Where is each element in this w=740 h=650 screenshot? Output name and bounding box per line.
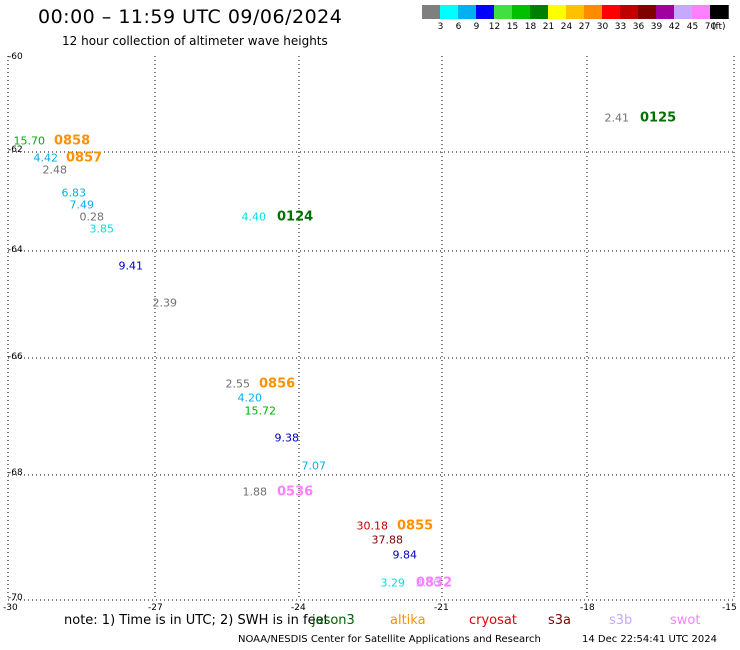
lat-tick-label: -62 bbox=[8, 145, 23, 155]
legend-label: 12 bbox=[488, 22, 501, 32]
wave-height-value: 4.20 bbox=[237, 391, 263, 405]
legend-label: 27 bbox=[578, 22, 591, 32]
pass-time-label: 0858 bbox=[54, 133, 91, 149]
legend-label: 6 bbox=[455, 22, 462, 32]
wave-height-value: 37.88 bbox=[371, 533, 404, 547]
lon-tick-label: -21 bbox=[434, 603, 449, 613]
lat-tick-label: -70 bbox=[8, 593, 23, 603]
satellite-legend-s3b: s3b bbox=[609, 613, 633, 628]
wave-height-value: 9.38 bbox=[274, 431, 300, 445]
legend-label: 24 bbox=[560, 22, 573, 32]
credit-text: NOAA/NESDIS Center for Satellite Applica… bbox=[238, 634, 541, 645]
satellite-legend-s3a: s3a bbox=[548, 613, 572, 628]
legend-label: 42 bbox=[668, 22, 681, 32]
footer-note: note: 1) Time is in UTC; 2) SWH is in fe… bbox=[64, 613, 329, 628]
pass-time-label: 0125 bbox=[640, 110, 677, 126]
legend-swatch bbox=[710, 5, 729, 19]
lat-tick-label: -64 bbox=[8, 245, 23, 255]
lon-tick-label: -18 bbox=[580, 603, 595, 613]
legend-label: 21 bbox=[542, 22, 555, 32]
pass-time-label: 0857 bbox=[66, 150, 103, 166]
legend-label: 3 bbox=[437, 22, 444, 32]
map-subtitle: 12 hour collection of altimeter wave hei… bbox=[62, 34, 328, 48]
legend-label: 9 bbox=[473, 22, 480, 32]
wave-height-value: 15.72 bbox=[244, 404, 277, 418]
wave-height-value: 3.29 bbox=[380, 576, 406, 590]
wave-height-value: 9.84 bbox=[392, 548, 418, 562]
pass-time-label: 0855 bbox=[397, 518, 434, 534]
lat-tick-label: -68 bbox=[8, 468, 23, 478]
lon-tick-label: -24 bbox=[291, 603, 306, 613]
lon-tick-label: -27 bbox=[148, 603, 163, 613]
wave-height-value: 6.83 bbox=[61, 186, 87, 200]
pass-time-label: 0856 bbox=[259, 376, 296, 392]
wave-height-value: 9.41 bbox=[118, 259, 144, 273]
legend-label: 18 bbox=[524, 22, 537, 32]
legend-label: 36 bbox=[632, 22, 645, 32]
lat-tick-label: -60 bbox=[8, 52, 23, 62]
pass-time-label: 0536 bbox=[277, 484, 314, 500]
wave-height-value: 15.70 bbox=[13, 134, 46, 148]
legend-unit: (ft) bbox=[712, 22, 726, 32]
legend-label: 15 bbox=[506, 22, 519, 32]
wave-height-value: 2.41 bbox=[604, 111, 630, 125]
legend-label: 33 bbox=[614, 22, 627, 32]
legend-label: 30 bbox=[596, 22, 609, 32]
lon-tick-label: -30 bbox=[3, 603, 18, 613]
wave-height-value: 7.49 bbox=[69, 198, 95, 212]
satellite-legend-jason3: jason3 bbox=[312, 613, 355, 628]
lat-tick-label: -66 bbox=[8, 352, 23, 362]
generation-timestamp: 14 Dec 22:54:41 UTC 2024 bbox=[582, 634, 717, 645]
wave-height-value: 3.85 bbox=[89, 222, 115, 236]
map-title: 00:00 – 11:59 UTC 09/06/2024 bbox=[38, 6, 343, 28]
pass-time-label: 0832 bbox=[416, 575, 453, 591]
satellite-legend-altika: altika bbox=[390, 613, 426, 628]
lon-tick-label: -15 bbox=[722, 603, 737, 613]
satellite-legend-cryosat: cryosat bbox=[469, 613, 517, 628]
wave-height-value: 0.28 bbox=[79, 210, 105, 224]
wave-height-value: 30.18 bbox=[356, 519, 389, 533]
wave-height-value: 3.36 bbox=[415, 576, 441, 590]
wave-height-value: 1.88 bbox=[242, 485, 268, 499]
satellite-legend-swot: swot bbox=[670, 613, 701, 628]
wave-height-value: 2.55 bbox=[225, 377, 251, 391]
wave-height-value: 2.39 bbox=[152, 296, 178, 310]
wave-height-value: 7.07 bbox=[301, 459, 327, 473]
legend-label: 70 bbox=[704, 22, 717, 32]
wave-height-value: 4.42 bbox=[33, 151, 59, 165]
legend-label: 45 bbox=[686, 22, 699, 32]
wave-height-value: 2.48 bbox=[42, 163, 68, 177]
wave-height-value: 4.40 bbox=[241, 210, 267, 224]
legend-label: 39 bbox=[650, 22, 663, 32]
pass-time-label: 0124 bbox=[277, 209, 314, 225]
